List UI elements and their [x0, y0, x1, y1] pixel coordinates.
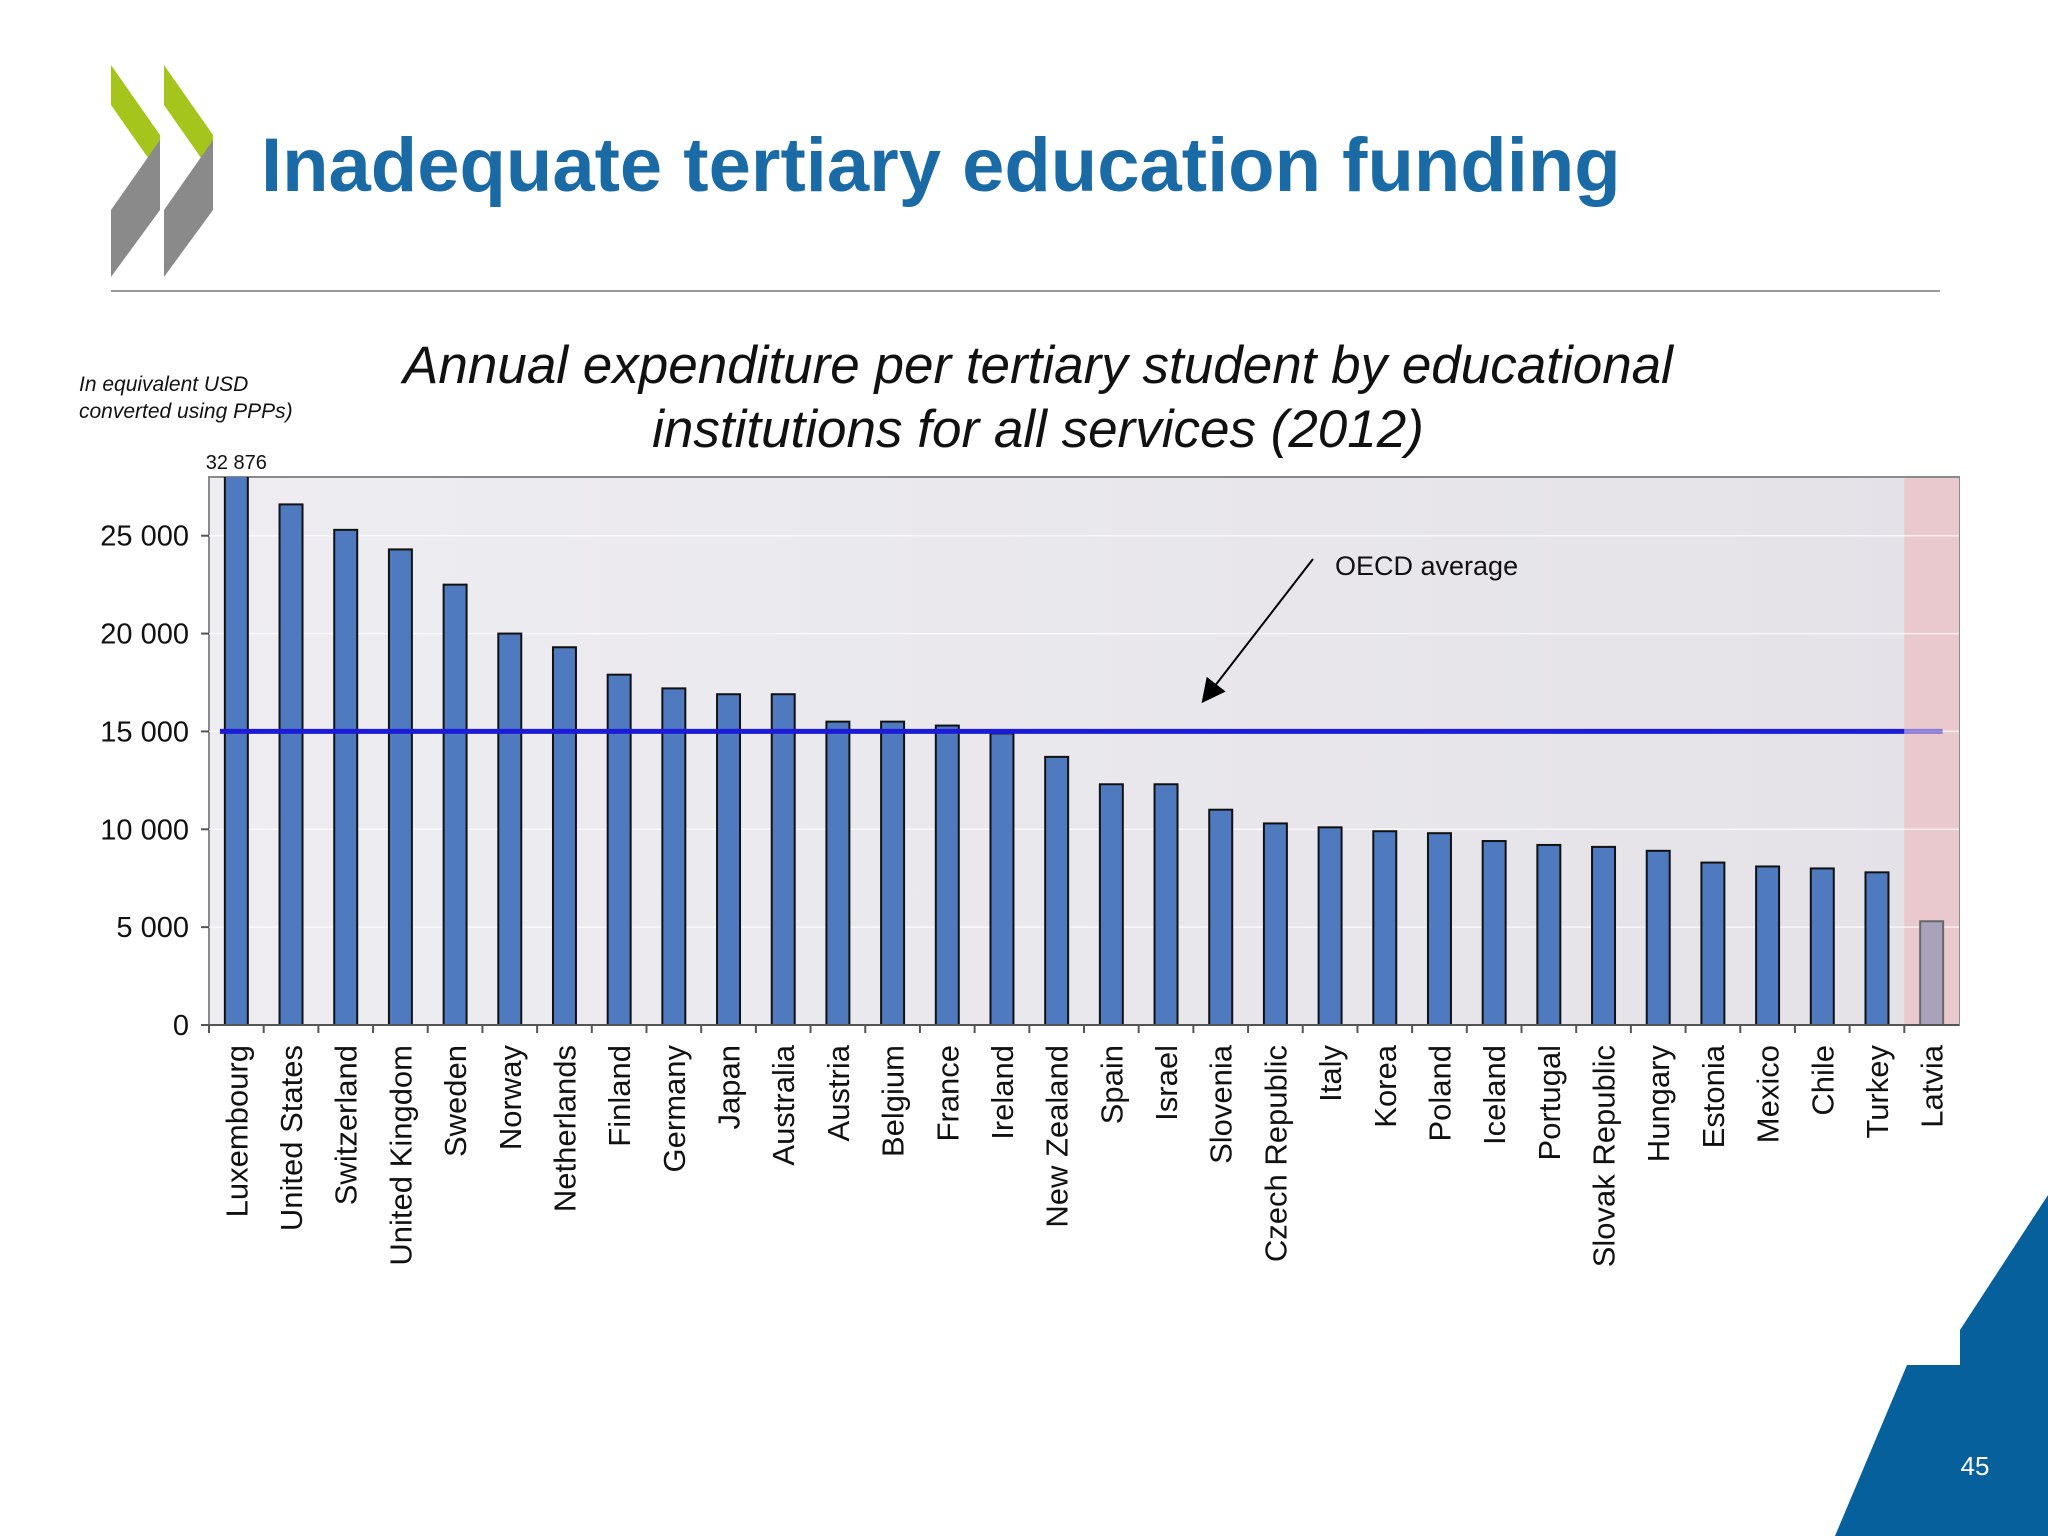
x-tick-label: Portugal — [1532, 1045, 1567, 1160]
value-label: 32 876 — [206, 452, 267, 474]
x-tick-label: Spain — [1094, 1045, 1129, 1124]
plot-area — [208, 476, 1960, 1026]
bar — [1044, 755, 1070, 1025]
bar — [1700, 861, 1726, 1025]
bar — [989, 732, 1015, 1025]
x-tick-label: Belgium — [876, 1045, 911, 1157]
bar — [1591, 845, 1617, 1025]
bar — [716, 693, 742, 1025]
bar — [1645, 849, 1671, 1025]
page-number: 45 — [1961, 1451, 1990, 1481]
x-tick-label: Iceland — [1477, 1045, 1512, 1145]
y-tick-label: 15 000 — [100, 716, 189, 748]
x-tick-label: Mexico — [1751, 1045, 1786, 1143]
x-tick-label: Turkey — [1860, 1045, 1895, 1139]
bar — [1098, 783, 1124, 1025]
bar — [1809, 867, 1835, 1025]
logo — [164, 140, 213, 277]
bar — [1208, 808, 1234, 1025]
bar — [1536, 843, 1562, 1025]
annotation-arrow — [1201, 558, 1314, 704]
x-tick-label: Korea — [1368, 1044, 1403, 1127]
annotation: OECD average — [1335, 551, 1518, 581]
bar — [387, 548, 413, 1025]
x-tick-label: New Zealand — [1040, 1045, 1075, 1228]
x-tick-label: Czech Republic — [1258, 1045, 1293, 1262]
y-tick-label: 20 000 — [100, 619, 189, 651]
bar — [661, 687, 687, 1025]
bar — [934, 724, 960, 1025]
bar — [497, 632, 523, 1025]
x-tick-label: United Kingdom — [383, 1045, 418, 1266]
bar — [333, 528, 359, 1025]
x-tick-label: Australia — [766, 1044, 801, 1165]
y-tick-label: 10 000 — [100, 814, 189, 846]
x-tick-label: Chile — [1805, 1045, 1840, 1116]
x-tick-label: Switzerland — [329, 1045, 364, 1205]
bar — [1262, 822, 1288, 1025]
x-tick-label: Finland — [602, 1045, 637, 1147]
logo — [111, 140, 160, 277]
x-tick-label: Luxembourg — [219, 1045, 254, 1217]
bar — [551, 646, 577, 1025]
bar — [442, 583, 468, 1025]
x-tick-label: France — [930, 1045, 965, 1141]
y-tick-label: 0 — [173, 1010, 189, 1042]
bar — [223, 477, 249, 1025]
logo — [164, 65, 213, 175]
x-tick-label: Austria — [821, 1044, 856, 1141]
x-tick-label: Hungary — [1641, 1045, 1676, 1163]
x-tick-label: Ireland — [985, 1045, 1020, 1140]
x-tick-label: Sweden — [438, 1045, 473, 1157]
bars — [223, 477, 1945, 1025]
bar — [880, 720, 906, 1025]
bar — [1481, 840, 1507, 1025]
chart-title: Annual expenditure per tertiary student … — [403, 336, 1673, 459]
y-tick-label: 5 000 — [116, 912, 189, 944]
bar — [1919, 920, 1945, 1025]
x-tick-label: Israel — [1149, 1045, 1184, 1121]
bar — [770, 693, 796, 1025]
x-tick-label: Estonia — [1696, 1044, 1731, 1148]
bar — [825, 720, 851, 1025]
x-tick-label: Slovenia — [1204, 1044, 1239, 1164]
x-tick-label: Japan — [712, 1045, 747, 1129]
bar — [1372, 830, 1398, 1025]
x-tick-label: Poland — [1422, 1045, 1457, 1142]
x-tick-label: Latvia — [1915, 1044, 1950, 1127]
x-tick-label: Germany — [657, 1045, 692, 1173]
slide-title: Inadequate tertiary education funding — [261, 123, 1621, 208]
bar — [606, 673, 632, 1025]
bar — [278, 503, 304, 1025]
corner-shape — [1835, 1195, 2048, 1536]
x-tick-label: Italy — [1313, 1045, 1348, 1102]
x-tick-label: Slovak Republic — [1587, 1045, 1622, 1267]
y-axis-label: In equivalent USD converted using PPPs) — [79, 373, 293, 423]
x-tick-label: Norway — [493, 1045, 528, 1151]
bar — [1426, 832, 1452, 1025]
bar — [1153, 783, 1179, 1025]
x-tick-label: United States — [274, 1045, 309, 1231]
logo — [111, 65, 160, 175]
x-tick-label: Netherlands — [547, 1045, 582, 1212]
bar — [1755, 865, 1781, 1025]
bar — [1317, 826, 1343, 1025]
y-tick-label: 25 000 — [100, 521, 189, 553]
bar — [1864, 871, 1890, 1025]
